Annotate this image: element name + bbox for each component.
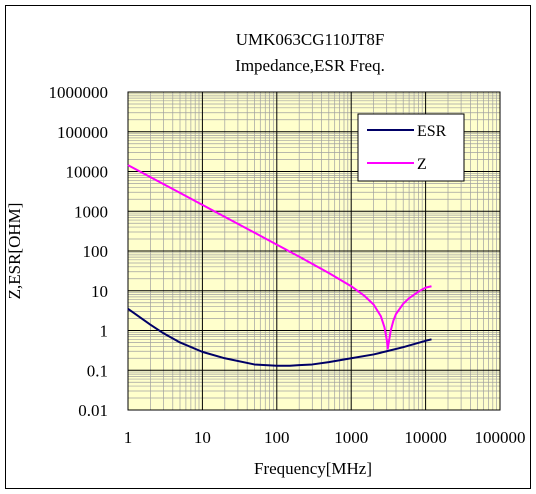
x-axis-label: Frequency[MHz] (254, 459, 372, 478)
y-tick-label: 0.01 (78, 401, 108, 420)
y-tick-label: 0.1 (87, 361, 108, 380)
y-tick-label: 100 (83, 242, 109, 261)
y-tick-label: 1000 (74, 202, 108, 221)
plot-border (127, 91, 501, 411)
legend-box (357, 113, 465, 182)
x-tick-label: 10000 (404, 428, 447, 447)
legend: ESR Z (357, 113, 465, 182)
y-tick-labels: 0.01 0.1 1 10 100 1000 10000 100000 1000000 (49, 83, 109, 420)
x-tick-label: 10 (194, 428, 211, 447)
y-axis-label: Z,ESR[OHM] (5, 203, 24, 300)
x-tick-label: 100000 (475, 428, 526, 447)
x-tick-label: 1 (124, 428, 133, 447)
legend-label-z: Z (417, 156, 427, 173)
y-tick-label: 10000 (66, 163, 109, 182)
y-tick-label: 10 (91, 282, 108, 301)
x-tick-label: 100 (264, 428, 290, 447)
series-line-esr (127, 308, 432, 367)
y-tick-label: 100000 (57, 123, 108, 142)
series-line-z (127, 164, 432, 350)
chart-title: UMK063CG110JT8F (236, 30, 385, 49)
x-tick-label: 1000 (334, 428, 368, 447)
y-tick-label: 1 (100, 322, 109, 341)
x-tick-labels: 1 10 100 1000 10000 100000 (124, 428, 526, 447)
legend-label-esr: ESR (417, 123, 447, 140)
series-layer (127, 164, 432, 367)
chart-subtitle: Impedance,ESR Freq. (235, 56, 385, 75)
y-tick-label: 1000000 (49, 83, 109, 102)
